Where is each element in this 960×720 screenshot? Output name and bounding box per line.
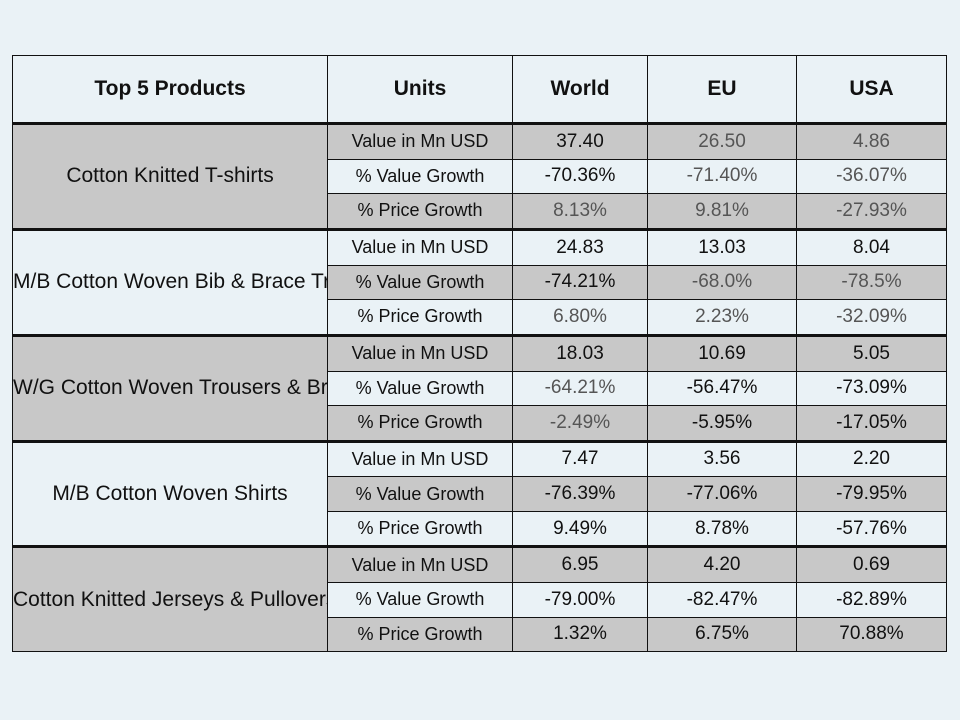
unit-label: % Value Growth — [327, 158, 513, 195]
eu-value: 26.50 — [647, 122, 797, 160]
unit-label: % Price Growth — [327, 510, 513, 548]
world-value: 37.40 — [512, 122, 648, 160]
table-row: M/B Cotton Woven Shirts Value in Mn USD … — [12, 439, 947, 548]
usa-value: 8.04 — [796, 227, 947, 266]
usa-value: -79.95% — [796, 476, 947, 512]
eu-value: 13.03 — [647, 227, 797, 266]
world-value: -64.21% — [512, 370, 648, 406]
usa-value: 70.88% — [796, 616, 947, 653]
eu-value: 2.23% — [647, 298, 797, 336]
table-row: % Price Growth 1.32% 6.75% 70.88% — [13, 616, 947, 653]
table-row: % Value Growth -64.21% -56.47% -73.09% — [13, 370, 947, 406]
usa-value: -27.93% — [796, 193, 947, 230]
world-value: -70.36% — [512, 158, 648, 195]
table-row: % Price Growth 9.49% 8.78% -57.76% — [13, 510, 947, 548]
header-product: Top 5 Products — [12, 55, 328, 125]
unit-label: % Value Growth — [327, 264, 513, 300]
table-row: % Value Growth -79.00% -82.47% -82.89% — [13, 582, 947, 618]
usa-value: 5.05 — [796, 333, 947, 372]
world-value: 7.47 — [512, 439, 648, 478]
header-world: World — [512, 55, 648, 125]
table-row: % Value Growth -76.39% -77.06% -79.95% — [13, 476, 947, 512]
eu-value: 9.81% — [647, 193, 797, 230]
usa-value: -17.05% — [796, 404, 947, 442]
header-usa: USA — [796, 55, 947, 125]
eu-value: -5.95% — [647, 404, 797, 442]
table-row: % Price Growth -2.49% -5.95% -17.05% — [13, 404, 947, 442]
unit-label: % Price Growth — [327, 404, 513, 442]
usa-value: -36.07% — [796, 158, 947, 195]
world-value: 1.32% — [512, 616, 648, 653]
unit-label: % Price Growth — [327, 616, 513, 653]
world-value: 24.83 — [512, 227, 648, 266]
table-row: W/G Cotton Woven Trousers & Breeches Val… — [12, 333, 947, 442]
unit-label: Value in Mn USD — [327, 545, 513, 584]
table-row: M/B Cotton Woven Bib & Brace Trousers & … — [12, 227, 947, 336]
usa-value: 2.20 — [796, 439, 947, 478]
table-row: % Value Growth -70.36% -71.40% -36.07% — [13, 158, 947, 195]
world-value: 8.13% — [512, 193, 648, 230]
eu-value: 3.56 — [647, 439, 797, 478]
unit-label: Value in Mn USD — [327, 227, 513, 266]
usa-value: -82.89% — [796, 582, 947, 618]
unit-label: % Price Growth — [327, 298, 513, 336]
table-row: Cotton Knitted Jerseys & Pullovers Value… — [12, 545, 947, 652]
unit-label: % Value Growth — [327, 582, 513, 618]
products-table: Top 5 Products Units World EU USA Cotton… — [12, 55, 947, 653]
eu-value: -71.40% — [647, 158, 797, 195]
eu-value: 10.69 — [647, 333, 797, 372]
world-value: 6.95 — [512, 545, 648, 584]
world-value: 9.49% — [512, 510, 648, 548]
header-eu: EU — [647, 55, 797, 125]
eu-value: -56.47% — [647, 370, 797, 406]
world-value: -74.21% — [512, 264, 648, 300]
unit-label: Value in Mn USD — [327, 122, 513, 160]
table-row: % Price Growth 6.80% 2.23% -32.09% — [13, 298, 947, 336]
usa-value: 0.69 — [796, 545, 947, 584]
usa-value: -57.76% — [796, 510, 947, 548]
eu-value: 8.78% — [647, 510, 797, 548]
unit-label: % Price Growth — [327, 193, 513, 230]
world-value: 18.03 — [512, 333, 648, 372]
usa-value: -32.09% — [796, 298, 947, 336]
eu-value: 4.20 — [647, 545, 797, 584]
product-name: M/B Cotton Woven Shirts — [12, 439, 328, 548]
table-row: Cotton Knitted T-shirts Value in Mn USD … — [12, 122, 947, 230]
table-row: % Price Growth 8.13% 9.81% -27.93% — [13, 193, 947, 230]
world-value: -76.39% — [512, 476, 648, 512]
unit-label: Value in Mn USD — [327, 333, 513, 372]
unit-label: % Value Growth — [327, 476, 513, 512]
product-name: Cotton Knitted T-shirts — [12, 122, 328, 230]
eu-value: -68.0% — [647, 264, 797, 300]
eu-value: -82.47% — [647, 582, 797, 618]
header-units: Units — [327, 55, 513, 125]
product-name: M/B Cotton Woven Bib & Brace Trousers & … — [12, 227, 328, 336]
product-name: W/G Cotton Woven Trousers & Breeches — [12, 333, 328, 442]
usa-value: 4.86 — [796, 122, 947, 160]
header-row: Top 5 Products Units World EU USA — [12, 55, 947, 125]
world-value: 6.80% — [512, 298, 648, 336]
eu-value: -77.06% — [647, 476, 797, 512]
world-value: -2.49% — [512, 404, 648, 442]
usa-value: -78.5% — [796, 264, 947, 300]
unit-label: Value in Mn USD — [327, 439, 513, 478]
usa-value: -73.09% — [796, 370, 947, 406]
eu-value: 6.75% — [647, 616, 797, 653]
product-name: Cotton Knitted Jerseys & Pullovers — [12, 545, 328, 652]
world-value: -79.00% — [512, 582, 648, 618]
table-row: % Value Growth -74.21% -68.0% -78.5% — [13, 264, 947, 300]
unit-label: % Value Growth — [327, 370, 513, 406]
